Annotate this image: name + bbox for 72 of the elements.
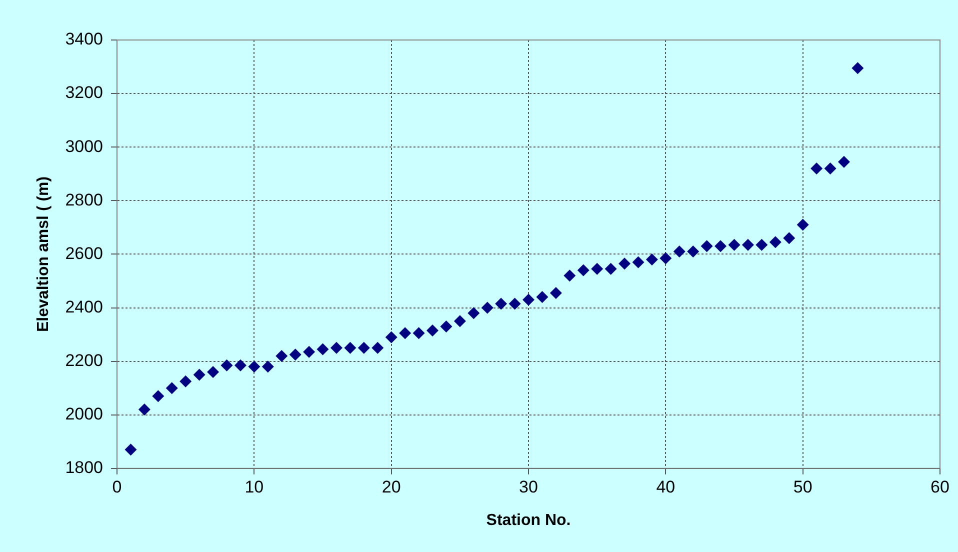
point xyxy=(138,403,150,416)
point xyxy=(440,320,452,332)
point xyxy=(303,346,316,358)
point xyxy=(796,218,809,231)
point xyxy=(742,238,754,251)
y-tick-label: 2600 xyxy=(65,244,104,263)
y-tick-label: 2400 xyxy=(65,297,104,316)
y-tick-label: 1800 xyxy=(65,458,104,478)
point xyxy=(193,368,206,381)
point xyxy=(495,298,508,310)
point xyxy=(660,252,672,264)
point xyxy=(248,360,260,373)
y-tick-label: 2200 xyxy=(65,350,104,370)
point xyxy=(536,291,548,304)
point xyxy=(220,359,233,372)
point xyxy=(372,342,384,354)
x-tick-label: 10 xyxy=(244,477,264,496)
point xyxy=(591,262,604,275)
point xyxy=(289,348,302,361)
point xyxy=(756,238,768,251)
point xyxy=(604,262,617,275)
point xyxy=(632,256,644,268)
x-tick-label: 0 xyxy=(112,477,122,496)
point xyxy=(344,342,356,354)
point xyxy=(838,156,850,168)
x-tick-label: 20 xyxy=(382,477,401,496)
x-tick-label: 30 xyxy=(519,477,538,496)
x-tick-label: 50 xyxy=(793,477,812,496)
point xyxy=(673,246,686,258)
point xyxy=(577,264,590,276)
point xyxy=(426,324,438,337)
point xyxy=(714,240,727,252)
point xyxy=(769,236,782,248)
point xyxy=(399,327,412,340)
point xyxy=(564,270,576,282)
point xyxy=(276,350,288,362)
x-tick-label: 40 xyxy=(656,477,676,496)
point xyxy=(358,342,370,354)
point xyxy=(330,342,342,354)
y-axis-title: Elevaltion amsl ( (m) xyxy=(35,176,52,332)
point xyxy=(385,331,398,344)
point xyxy=(180,375,192,388)
point xyxy=(166,382,178,394)
point xyxy=(852,62,864,74)
point xyxy=(550,287,562,300)
point xyxy=(687,246,700,258)
y-tick-label: 3000 xyxy=(65,136,104,156)
point xyxy=(618,258,631,270)
point xyxy=(152,390,164,402)
point xyxy=(234,359,246,372)
point xyxy=(783,232,796,244)
point xyxy=(262,360,274,373)
point xyxy=(454,315,466,328)
point xyxy=(824,162,836,175)
point xyxy=(124,444,137,456)
point xyxy=(412,327,425,340)
point xyxy=(207,366,220,378)
point xyxy=(508,298,521,310)
y-tick-label: 2000 xyxy=(65,404,104,424)
y-tick-label: 3200 xyxy=(65,83,104,102)
x-tick-label: 60 xyxy=(930,477,950,496)
point xyxy=(646,254,658,266)
point xyxy=(700,240,713,252)
y-tick-label: 2800 xyxy=(65,190,104,210)
point xyxy=(522,294,535,306)
point xyxy=(728,238,740,251)
y-tick-label: 3400 xyxy=(65,30,104,49)
point xyxy=(810,162,823,175)
point xyxy=(481,302,494,314)
point xyxy=(316,343,329,356)
point xyxy=(468,307,480,320)
x-axis-title: Station No. xyxy=(486,512,571,529)
